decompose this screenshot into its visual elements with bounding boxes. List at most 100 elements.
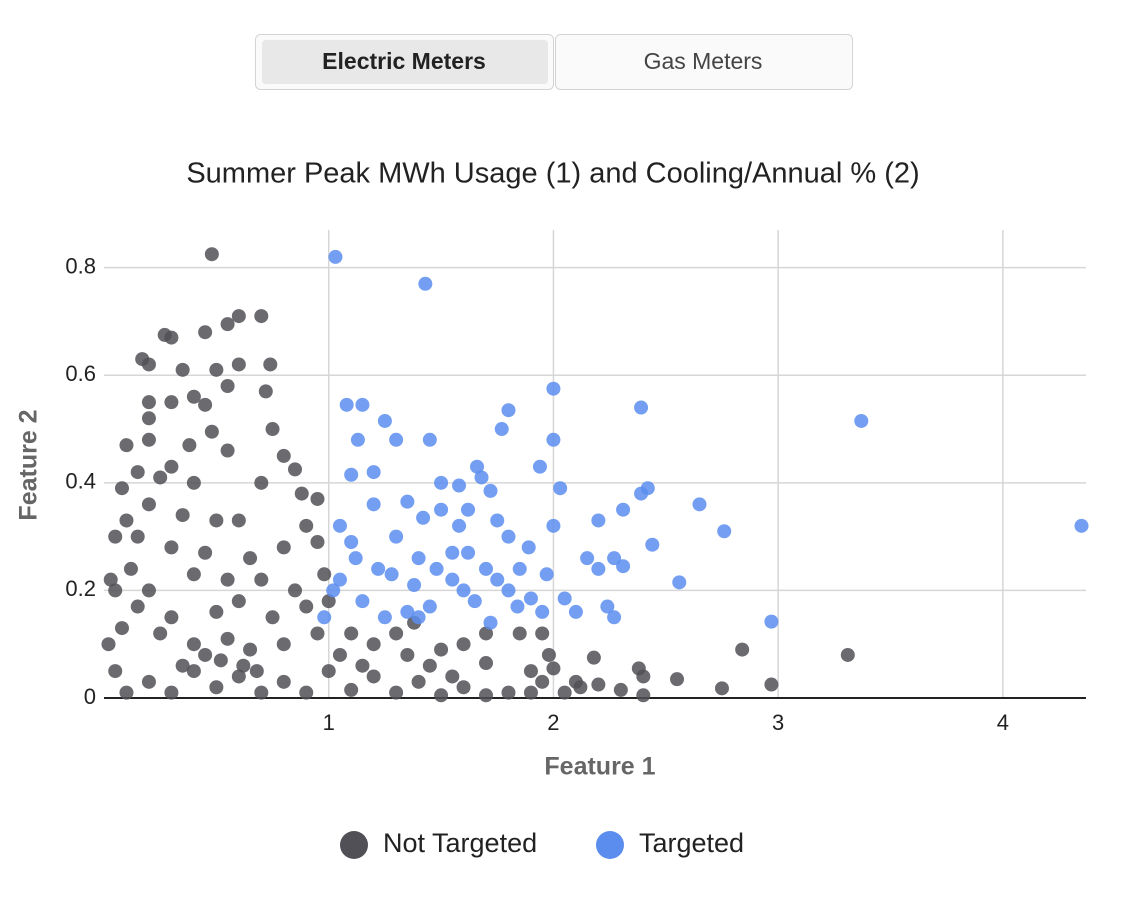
scatter-point	[209, 680, 224, 695]
scatter-point	[400, 647, 415, 662]
scatter-point	[209, 513, 224, 528]
scatter-point	[389, 685, 404, 700]
scatter-point	[204, 247, 219, 262]
scatter-point	[377, 413, 392, 428]
scatter-point	[512, 626, 527, 641]
y-tick-label: 0.8	[65, 253, 96, 278]
scatter-point	[344, 535, 359, 549]
scatter-point	[634, 486, 649, 501]
scatter-point	[294, 486, 309, 501]
scatter-point	[764, 677, 779, 692]
scatter-point	[557, 685, 572, 700]
scatter-point	[591, 561, 606, 576]
scatter-point	[114, 481, 129, 496]
scatter-point	[456, 583, 471, 598]
scatter-point	[557, 591, 572, 606]
scatter-point	[344, 682, 359, 697]
scatter-point	[348, 551, 363, 566]
scatter-point	[164, 395, 179, 410]
scatter-point	[164, 459, 179, 474]
scatter-point	[141, 674, 156, 689]
scatter-point	[411, 551, 426, 566]
tab-label[interactable]: Electric Meters	[322, 48, 486, 74]
scatter-point	[141, 411, 156, 426]
scatter-point	[231, 594, 246, 609]
scatter-point	[535, 626, 550, 641]
tab-label[interactable]: Gas Meters	[644, 48, 763, 74]
scatter-point	[366, 465, 381, 480]
scatter-point	[407, 578, 422, 593]
scatter-point	[276, 674, 291, 689]
y-tick-label: 0	[84, 684, 96, 709]
scatter-point	[854, 413, 869, 428]
scatter-point	[366, 497, 381, 512]
x-tick-label: 2	[547, 710, 559, 735]
scatter-point	[523, 685, 538, 700]
scatter-point	[764, 614, 779, 629]
scatter-point	[198, 325, 213, 340]
scatter-point	[141, 497, 156, 512]
scatter-point	[645, 537, 660, 552]
scatter-point	[141, 357, 156, 372]
scatter-point	[243, 642, 258, 657]
chart-title: Summer Peak MWh Usage (1) and Cooling/An…	[186, 158, 919, 190]
scatter-point	[317, 567, 332, 582]
scatter-point	[445, 545, 460, 560]
scatter-point	[339, 397, 354, 412]
scatter-point	[175, 508, 190, 523]
scatter-point	[254, 572, 269, 587]
scatter-point	[840, 647, 855, 662]
scatter-point	[418, 276, 433, 291]
x-tick-label: 1	[323, 710, 335, 735]
scatter-point	[344, 626, 359, 641]
scatter-point	[344, 467, 359, 482]
scatter-point	[501, 403, 516, 418]
scatter-point	[600, 599, 615, 614]
scatter-point	[108, 583, 123, 598]
scatter-point	[490, 572, 505, 587]
scatter-point	[591, 513, 606, 528]
scatter-point	[130, 465, 145, 480]
scatter-point	[288, 583, 303, 598]
scatter-point	[321, 664, 336, 679]
scatter-point	[213, 653, 228, 668]
scatter-point	[541, 647, 556, 662]
scatter-point	[501, 685, 516, 700]
scatter-point	[141, 395, 156, 410]
scatter-point	[429, 561, 444, 576]
scatter-point	[434, 688, 449, 703]
scatter-point	[220, 317, 235, 332]
scatter-point	[591, 677, 606, 692]
scatter-point	[141, 583, 156, 598]
scatter-point	[535, 604, 550, 619]
scatter-point	[198, 545, 213, 560]
scatter-point	[573, 680, 588, 695]
scatter-point	[220, 379, 235, 393]
scatter-point	[672, 575, 687, 590]
scatter-point	[501, 583, 516, 598]
scatter-point	[153, 470, 168, 485]
scatter-point	[164, 330, 179, 345]
scatter-point	[175, 362, 190, 377]
scatter-point	[231, 669, 246, 684]
scatter-point	[461, 545, 476, 560]
scatter-point	[164, 610, 179, 625]
scatter-point	[479, 561, 494, 576]
scatter-point	[483, 615, 498, 630]
scatter-point	[616, 559, 631, 574]
x-axis-label: Feature 1	[544, 753, 655, 781]
legend-marker	[340, 831, 368, 859]
tab-box[interactable]	[555, 34, 853, 90]
scatter-point	[231, 357, 246, 372]
scatter-point	[539, 567, 554, 582]
scatter-point	[452, 518, 467, 533]
scatter-point	[366, 669, 381, 684]
scatter-point	[371, 561, 386, 576]
scatter-point	[1074, 518, 1089, 533]
scatter-point	[254, 309, 269, 324]
scatter-point	[510, 599, 525, 614]
scatter-point	[186, 567, 201, 582]
scatter-point	[236, 658, 251, 673]
scatter-point	[422, 599, 437, 614]
